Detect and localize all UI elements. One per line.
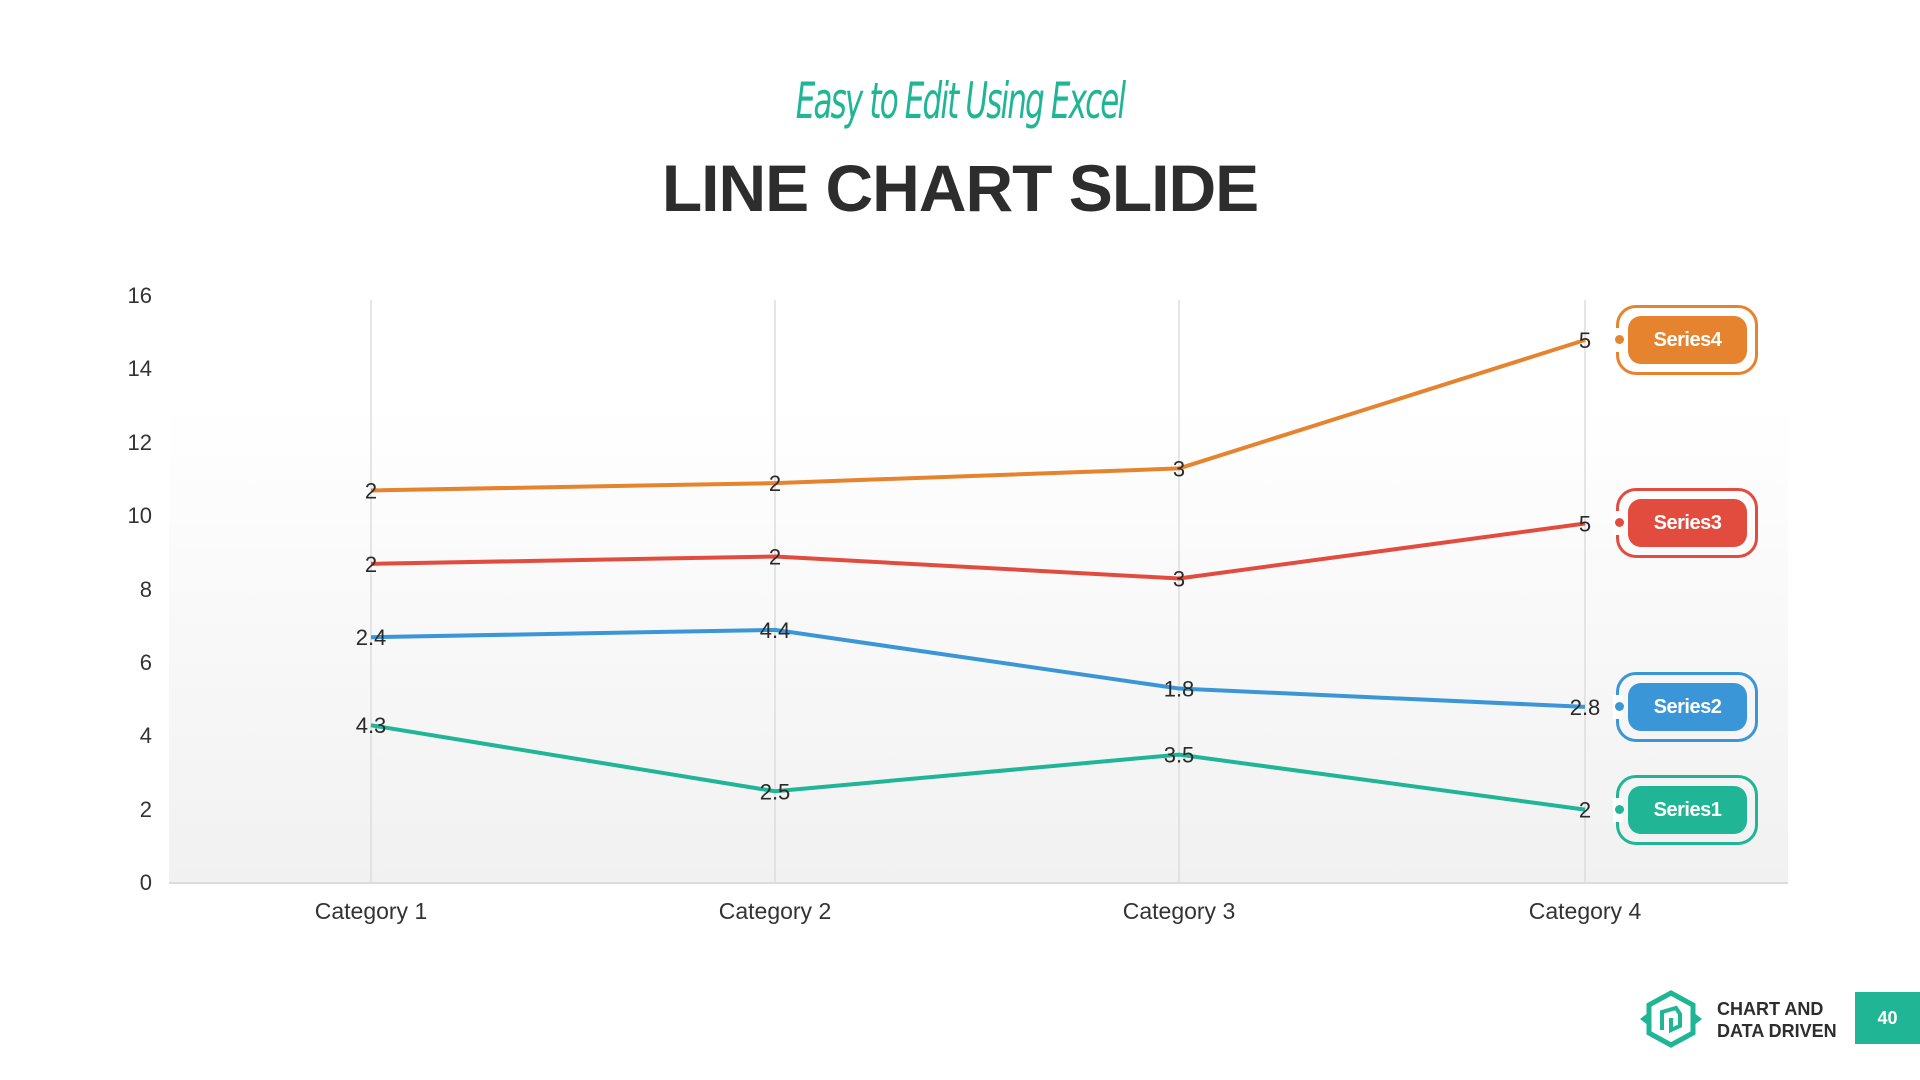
slide-subtitle: Easy to Edit Using Excel [795,72,1126,130]
y-tick-label: 0 [139,870,152,895]
data-label: 2 [769,544,781,569]
brand-line-1: CHART AND [1717,999,1824,1019]
series-line-series4 [370,338,1586,493]
data-label: 3 [1173,456,1185,481]
y-tick-label: 2 [139,796,152,822]
brand-line-2: DATA DRIVEN [1717,1021,1837,1041]
data-label: 3 [1173,566,1185,591]
series-lines [370,338,1586,812]
data-label: 3.5 [1164,743,1195,768]
data-label: 5 [1579,511,1591,536]
y-tick-label: 14 [127,356,152,382]
legend-dot-icon [1615,335,1624,345]
series-line-series1 [370,723,1586,812]
legend-label: Series2 [1628,682,1747,731]
data-label: 2 [365,478,377,503]
y-tick-label: 6 [139,649,152,675]
brand-logo-icon [1640,990,1702,1048]
legend-label: Series3 [1628,499,1747,548]
data-label: 2.4 [356,625,387,650]
y-tick-label: 4 [139,723,152,749]
page-number: 40 [1855,992,1920,1044]
data-label: 1.8 [1164,677,1195,702]
legend-dot-icon [1615,518,1624,528]
legend-item-series2: Series2 [1613,671,1758,742]
slide-title: LINE CHART SLIDE [661,151,1259,225]
data-label: 2 [1579,798,1591,823]
data-label: 2.8 [1570,695,1601,720]
x-tick-label: Category 2 [718,898,832,924]
plot-area [169,400,1788,883]
data-label: 2 [365,552,377,577]
data-label: 2.5 [760,779,791,804]
data-labels: 4.3 2.5 3.5 2 2.4 4.4 1.8 2.8 2 2 3 5 2 2 3 5 [356,328,1601,823]
legend-dot-icon [1615,701,1624,711]
data-label: 4.4 [760,618,791,643]
y-tick-label: 16 [127,283,152,308]
legend-item-series3: Series3 [1613,488,1758,559]
y-tick-label: 10 [127,503,152,529]
series-line-series2 [370,627,1586,709]
data-label: 5 [1579,328,1591,353]
series-line-series3 [370,521,1586,581]
legend-dot-icon [1615,804,1624,814]
category-gridlines [370,300,1586,883]
x-tick-label: Category 1 [314,898,428,924]
data-label: 4.3 [356,713,387,738]
x-tick-label: Category 4 [1528,898,1642,924]
legend-label: Series1 [1628,785,1747,834]
legend-item-series4: Series4 [1613,305,1758,376]
y-tick-label: 12 [127,429,152,455]
brand-name: CHART AND DATA DRIVEN [1717,998,1837,1042]
y-tick-label: 8 [139,576,152,602]
data-label: 2 [769,471,781,496]
x-tick-label: Category 3 [1122,898,1236,924]
legend-item-series1: Series1 [1613,774,1758,845]
legend-label: Series4 [1628,316,1747,365]
